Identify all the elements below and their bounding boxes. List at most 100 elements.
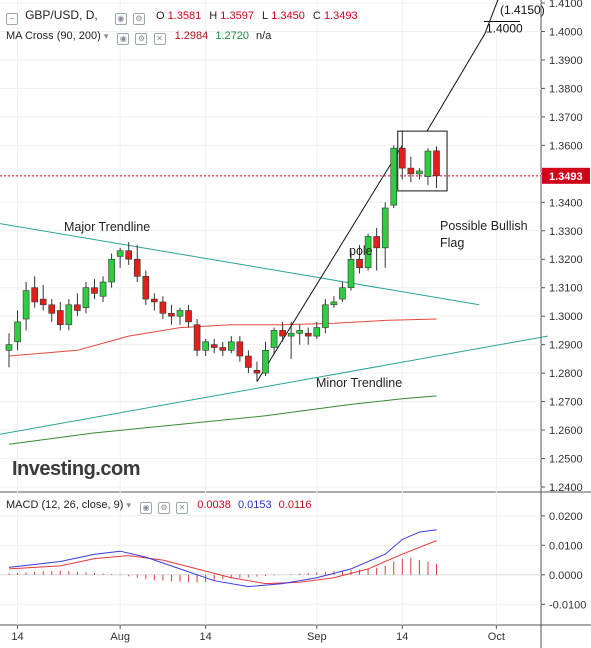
- close-icon[interactable]: ✕: [153, 33, 166, 45]
- candle: [433, 146, 440, 189]
- candle-body: [168, 313, 175, 317]
- candle: [133, 245, 141, 283]
- candle: [210, 338, 218, 354]
- candle-body: [424, 150, 432, 177]
- candle: [65, 299, 73, 331]
- candle: [74, 293, 81, 317]
- candle: [48, 299, 56, 322]
- y-tick-label: 1.3800: [549, 83, 583, 95]
- candle-body: [262, 350, 269, 374]
- major-trendline: [0, 223, 480, 306]
- candle: [5, 333, 13, 368]
- candle-body: [373, 236, 380, 249]
- y-tick-label: 1.3000: [549, 311, 583, 323]
- ohlc-close: 1.3493: [323, 10, 358, 22]
- candle: [39, 284, 47, 311]
- candle-body: [74, 304, 81, 311]
- y-tick-label: 1.2700: [549, 397, 583, 409]
- ohlc-low: 1.3450: [271, 10, 305, 22]
- ma-slow-line: [8, 395, 437, 445]
- candle: [82, 282, 90, 314]
- ma-slow-value: 1.2720: [215, 30, 249, 42]
- candle: [416, 168, 423, 180]
- candle-body: [133, 258, 141, 277]
- macd-header: MACD (12, 26, close, 9) ▾ ◉ ⚙ ✕ 0.0038 0…: [6, 499, 311, 514]
- ohlc-o-label: O: [155, 10, 165, 22]
- candle-body: [14, 321, 21, 343]
- candle-body: [31, 287, 38, 303]
- candle: [125, 242, 132, 265]
- last-price-marker: [542, 167, 590, 184]
- eye-icon[interactable]: ◉: [117, 33, 130, 45]
- candle-body: [322, 304, 329, 328]
- y-tick-label: 1.2500: [549, 454, 583, 466]
- y-tick-label: 1.3400: [549, 197, 583, 209]
- candle: [116, 247, 124, 268]
- candle-body: [125, 250, 132, 260]
- y-tick-label: 1.3600: [549, 140, 583, 152]
- y-tick-label: 1.3200: [549, 254, 583, 266]
- candle-body: [381, 207, 389, 249]
- ma-fast-line: [8, 318, 437, 357]
- candle-body: [407, 167, 415, 175]
- candle-body: [347, 258, 355, 289]
- macd-label: MACD (12, 26, close, 9): [6, 499, 124, 511]
- candle: [287, 321, 295, 359]
- candle: [91, 279, 98, 300]
- candle: [347, 250, 355, 291]
- candle: [31, 276, 38, 308]
- flag-label-line1: Possible Bullish: [440, 219, 528, 233]
- y-tick-label: 1.2800: [549, 368, 583, 380]
- candle-body: [253, 369, 261, 374]
- macd-y-tick-label: 0.0000: [549, 570, 583, 582]
- y-tick-label: 1.4000: [549, 26, 583, 38]
- ohlc-h-label: H: [209, 10, 218, 22]
- ohlc-high: 1.3597: [220, 10, 254, 22]
- gear-icon[interactable]: ⚙: [135, 33, 148, 45]
- y-tick-label: 1.3900: [549, 55, 583, 67]
- candle: [262, 341, 269, 376]
- eye-icon[interactable]: ◉: [140, 502, 153, 514]
- candle-body: [356, 258, 363, 269]
- macd-line-value: 0.0153: [237, 499, 272, 511]
- candle: [330, 296, 338, 308]
- eye-icon[interactable]: ◉: [114, 13, 127, 25]
- x-tick-label: 14: [200, 631, 212, 643]
- candle: [202, 338, 209, 357]
- candle: [304, 327, 312, 345]
- candle: [142, 270, 150, 305]
- ohlc-c-label: C: [312, 10, 321, 22]
- close-icon[interactable]: ✕: [176, 502, 189, 514]
- candle-body: [108, 258, 115, 283]
- gear-icon[interactable]: ⚙: [158, 502, 171, 514]
- macd-line: [8, 529, 437, 588]
- candle: [390, 145, 398, 208]
- macd-histogram-value: 0.0038: [197, 499, 231, 511]
- chevron-down-icon[interactable]: ▾: [103, 31, 109, 41]
- candle: [322, 299, 329, 334]
- ohlc-open: 1.3581: [167, 10, 202, 22]
- candle-body: [390, 147, 398, 206]
- y-tick-label: 1.3300: [549, 226, 583, 238]
- candle-body: [433, 150, 440, 177]
- candle: [245, 350, 252, 374]
- candle-body: [5, 344, 13, 351]
- x-tick-label: 14: [396, 631, 408, 643]
- candle: [22, 282, 30, 331]
- gear-icon[interactable]: ⚙: [132, 13, 145, 25]
- candle: [193, 319, 201, 357]
- candle-body: [219, 347, 227, 351]
- candle: [108, 253, 115, 288]
- candle: [151, 293, 158, 311]
- collapse-icon[interactable]: −: [6, 13, 18, 25]
- candle-body: [210, 344, 218, 348]
- candle-body: [116, 250, 124, 257]
- candle: [176, 307, 184, 325]
- candle-body: [279, 330, 286, 337]
- chevron-down-icon[interactable]: ▾: [126, 500, 131, 510]
- candle-body: [151, 298, 158, 303]
- macd-signal-value: 0.0116: [278, 499, 312, 511]
- ma-fast-value: 1.2984: [174, 30, 209, 42]
- candle: [364, 233, 372, 271]
- candle-body: [236, 341, 244, 357]
